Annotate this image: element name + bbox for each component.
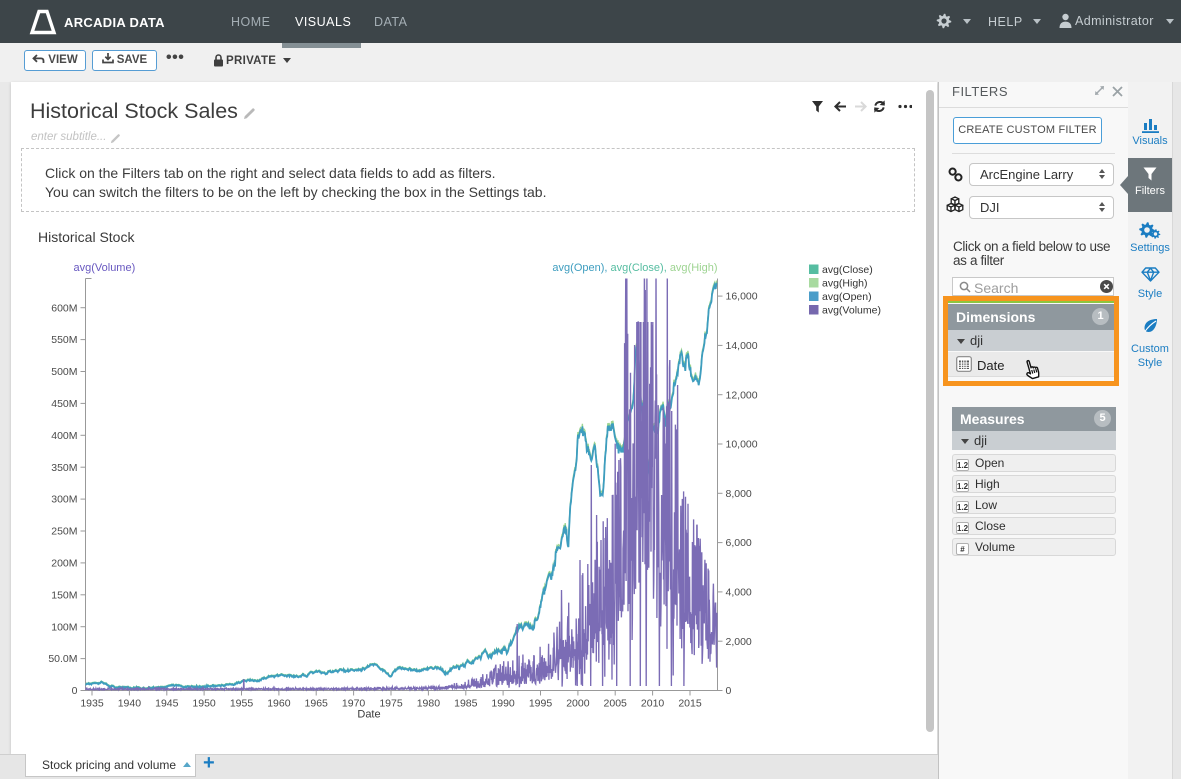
svg-text:150M: 150M	[51, 589, 77, 601]
svg-text:2,000: 2,000	[726, 636, 752, 648]
svg-text:1975: 1975	[379, 698, 403, 710]
svg-text:1985: 1985	[454, 698, 478, 710]
svg-text:1945: 1945	[155, 698, 179, 710]
svg-text:avg(High): avg(High)	[822, 278, 868, 290]
svg-text:600M: 600M	[51, 302, 77, 314]
svg-text:avg(Open), avg(Close), avg(Hig: avg(Open), avg(Close), avg(High)	[552, 262, 717, 274]
svg-text:4,000: 4,000	[726, 587, 752, 599]
svg-text:1955: 1955	[230, 698, 254, 710]
svg-text:550M: 550M	[51, 334, 77, 346]
svg-text:2005: 2005	[604, 698, 628, 710]
svg-text:450M: 450M	[51, 398, 77, 410]
svg-text:16,000: 16,000	[726, 291, 758, 303]
svg-text:300M: 300M	[51, 494, 77, 506]
svg-text:500M: 500M	[51, 366, 77, 378]
svg-text:10,000: 10,000	[726, 439, 758, 451]
svg-text:avg(Open): avg(Open)	[822, 291, 872, 303]
svg-text:avg(Volume): avg(Volume)	[74, 262, 136, 274]
svg-text:1965: 1965	[305, 698, 329, 710]
svg-text:avg(Volume): avg(Volume)	[822, 305, 881, 317]
svg-text:0: 0	[72, 685, 78, 697]
svg-text:avg(Close): avg(Close)	[822, 264, 873, 276]
svg-text:1940: 1940	[118, 698, 142, 710]
svg-text:12,000: 12,000	[726, 389, 758, 401]
svg-text:14,000: 14,000	[726, 340, 758, 352]
svg-text:2000: 2000	[566, 698, 590, 710]
svg-text:200M: 200M	[51, 558, 77, 570]
svg-text:400M: 400M	[51, 430, 77, 442]
svg-text:1935: 1935	[80, 698, 104, 710]
svg-text:100M: 100M	[51, 621, 77, 633]
svg-text:Date: Date	[357, 709, 380, 721]
svg-text:0: 0	[726, 685, 732, 697]
svg-text:1995: 1995	[529, 698, 553, 710]
svg-text:250M: 250M	[51, 526, 77, 538]
svg-text:2010: 2010	[641, 698, 665, 710]
svg-text:50.0M: 50.0M	[48, 653, 77, 665]
svg-text:6,000: 6,000	[726, 537, 752, 549]
svg-text:8,000: 8,000	[726, 488, 752, 500]
svg-text:1990: 1990	[491, 698, 515, 710]
svg-text:1980: 1980	[417, 698, 441, 710]
svg-text:1950: 1950	[192, 698, 216, 710]
svg-text:350M: 350M	[51, 462, 77, 474]
svg-text:1970: 1970	[342, 698, 366, 710]
svg-text:2015: 2015	[678, 698, 702, 710]
svg-text:1960: 1960	[267, 698, 291, 710]
